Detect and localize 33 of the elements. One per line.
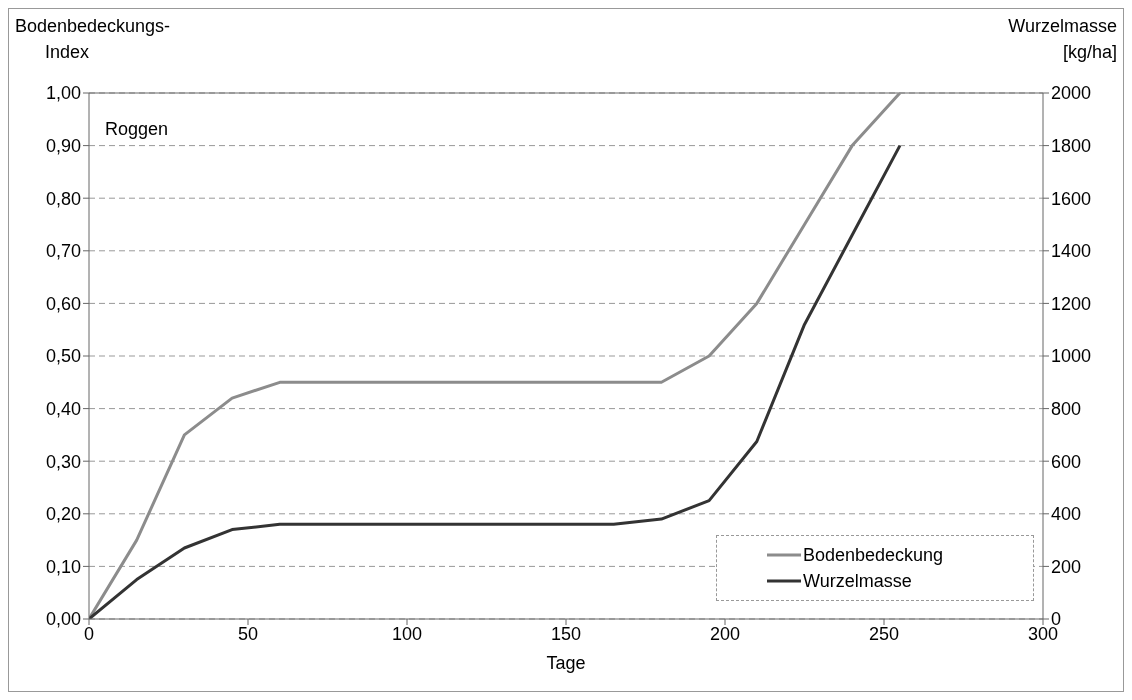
y2-tick-label: 1400 [1051,241,1092,262]
legend-label: Bodenbedeckung [803,544,944,566]
y2-tick-label: 400 [1051,504,1082,525]
y2-tick-label: 1200 [1051,293,1092,314]
y2-axis-title: Wurzelmasse [kg/ha] [1008,15,1117,64]
y2-tick-label: 2000 [1051,83,1092,104]
y-tick-label: 0,50 [45,346,81,367]
y-tick-label: 0,90 [45,135,81,156]
x-tick-label: 0 [83,623,95,644]
x-axis-title: Tage [546,653,586,673]
x-tick-label: 250 [868,623,900,644]
y-tick-label: 1,00 [45,83,81,104]
x-tick-label: 150 [550,623,582,644]
y2-tick-label: 1600 [1051,188,1092,209]
annotation: Roggen [105,119,169,140]
y-tick-label: 0,20 [45,504,81,525]
y-tick-label: 0,00 [45,609,81,630]
x-tick-label: 50 [237,623,259,644]
x-tick-label: 200 [709,623,741,644]
y2-tick-label: 800 [1051,398,1082,419]
y-tick-label: 0,60 [45,293,81,314]
y2-tick-label: 200 [1051,556,1082,577]
y-tick-label: 0,40 [45,398,81,419]
y-tick-label: 0,80 [45,188,81,209]
y-tick-label: 0,70 [45,241,81,262]
y2-tick-label: 1000 [1051,346,1092,367]
y-axis-title: Bodenbedeckungs- Index [15,15,171,64]
y-tick-label: 0,30 [45,451,81,472]
y2-tick-label: 1800 [1051,135,1092,156]
legend-label: Wurzelmasse [803,570,912,592]
y-tick-label: 0,10 [45,556,81,577]
y2-tick-label: 600 [1051,451,1082,472]
x-tick-label: 100 [391,623,423,644]
